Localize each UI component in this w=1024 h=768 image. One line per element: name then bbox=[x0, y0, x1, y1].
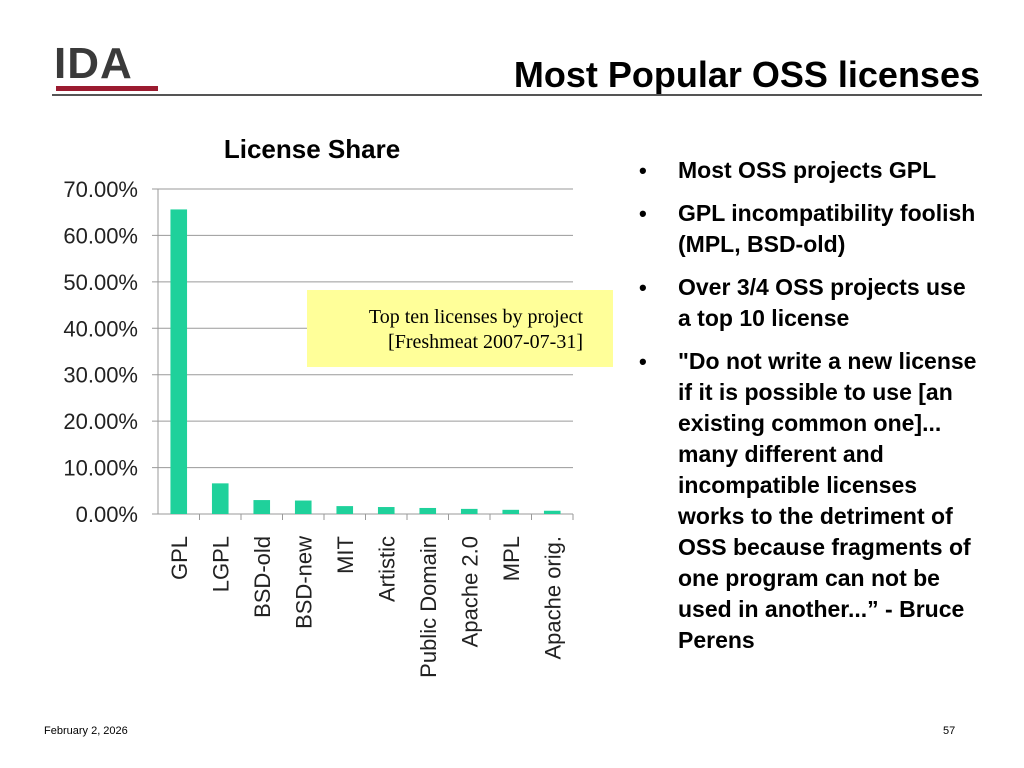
bar-apache-orig- bbox=[543, 510, 561, 514]
y-tick-label: 60.00% bbox=[63, 223, 138, 248]
bullet-icon: • bbox=[639, 349, 647, 374]
x-tick-label: MPL bbox=[499, 536, 524, 581]
footer-date: February 2, 2026 bbox=[44, 725, 128, 737]
y-tick-label: 30.00% bbox=[63, 363, 138, 388]
chart-title: License Share bbox=[224, 134, 400, 164]
x-tick-label: MIT bbox=[333, 536, 358, 574]
source-note: Top ten licenses by project [Freshmeat 2… bbox=[307, 290, 613, 367]
bullet-text: Over 3/4 OSS projects use a top 10 licen… bbox=[678, 274, 966, 331]
bar-bsd-new bbox=[294, 500, 312, 514]
y-tick-label: 0.00% bbox=[76, 502, 138, 527]
y-tick-label: 50.00% bbox=[63, 270, 138, 295]
slide-title: Most Popular OSS licenses bbox=[513, 54, 980, 95]
bullet-icon: • bbox=[639, 275, 647, 300]
bullet-item: • Most OSS projects GPL bbox=[637, 155, 977, 186]
bar-bsd-old bbox=[253, 500, 271, 514]
title-divider bbox=[52, 94, 982, 96]
bullet-icon: • bbox=[639, 201, 647, 226]
bar-artistic bbox=[377, 507, 395, 514]
bullet-item: • "Do not write a new license if it is p… bbox=[637, 346, 977, 656]
bullet-icon: • bbox=[639, 158, 647, 183]
x-tick-label: Apache 2.0 bbox=[457, 536, 482, 647]
ida-logo: IDA bbox=[54, 40, 160, 94]
x-tick-label: Artistic bbox=[374, 536, 399, 602]
bullet-list: • Most OSS projects GPL • GPL incompatib… bbox=[637, 155, 977, 668]
x-tick-label: BSD-old bbox=[250, 536, 275, 618]
bar-public-domain bbox=[419, 507, 437, 514]
bullet-text: GPL incompatibility foolish (MPL, BSD-ol… bbox=[678, 200, 976, 257]
x-tick-label: Apache orig. bbox=[540, 536, 565, 660]
logo-underline bbox=[56, 86, 158, 91]
x-tick-label: GPL bbox=[167, 536, 192, 580]
y-tick-label: 40.00% bbox=[63, 316, 138, 341]
bullet-item: • GPL incompatibility foolish (MPL, BSD-… bbox=[637, 198, 977, 260]
x-tick-label: BSD-new bbox=[291, 536, 316, 629]
logo-text: IDA bbox=[54, 39, 133, 88]
page-number: 57 bbox=[943, 725, 956, 737]
bar-apache-2-0 bbox=[460, 508, 478, 514]
bar-gpl bbox=[170, 209, 188, 514]
bar-lgpl bbox=[211, 483, 229, 514]
license-share-chart: License Share 0.00% 10.00% 20.00% 30.00% 40.0… bbox=[63, 134, 574, 678]
x-tick-label: Public Domain bbox=[416, 536, 441, 678]
source-note-line-2: [Freshmeat 2007-07-31] bbox=[388, 331, 583, 353]
bullet-item: • Over 3/4 OSS projects use a top 10 lic… bbox=[637, 272, 977, 334]
bar-mit bbox=[336, 506, 354, 514]
y-tick-label: 10.00% bbox=[63, 456, 138, 481]
bullet-text: Most OSS projects GPL bbox=[678, 157, 937, 183]
x-tick-label: LGPL bbox=[208, 536, 233, 592]
bar-mpl bbox=[502, 509, 520, 514]
source-note-line-1: Top ten licenses by project bbox=[368, 306, 583, 328]
bullet-text: "Do not write a new license if it is pos… bbox=[678, 348, 977, 653]
y-tick-label: 20.00% bbox=[63, 409, 138, 434]
y-tick-label: 70.00% bbox=[63, 177, 138, 202]
